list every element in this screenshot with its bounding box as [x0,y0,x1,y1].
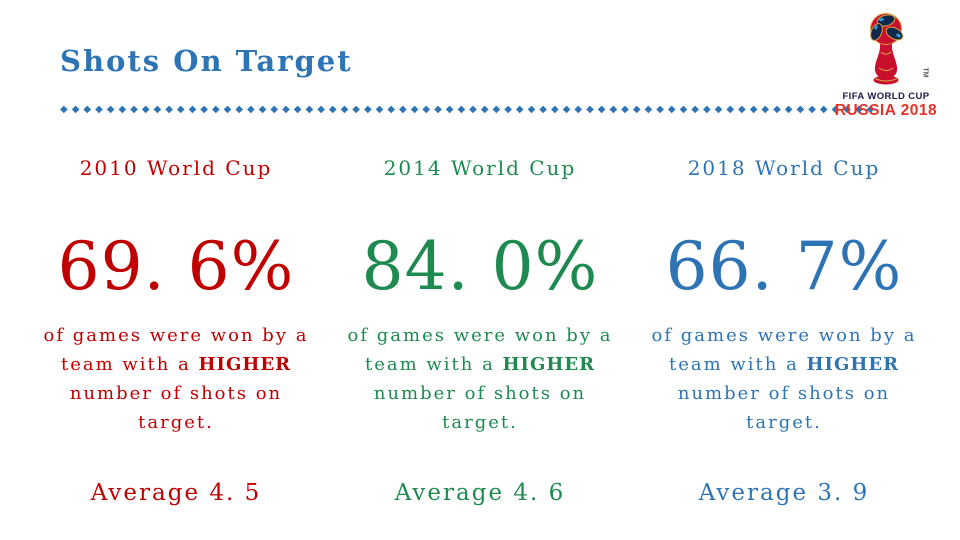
stats-columns: 2010 World Cup 69. 6% of games were won … [0,155,960,509]
percent-description: of games were won by a team with a HIGHE… [30,321,322,437]
desc-line: number of shots on [69,383,283,405]
percent-value: 69. 6% [57,227,295,305]
percent-description: of games were won by a team with a HIGHE… [638,321,930,437]
trademark-label: TM [921,67,929,78]
desc-line: of games were won by a [347,325,613,347]
highlight-word: HIGHER [806,354,900,376]
world-cup-trophy-icon: TM [855,12,928,90]
stat-column: 2018 World Cup 66. 7% of games were won … [638,155,930,509]
column-header: 2018 World Cup [687,155,881,180]
stat-column: 2014 World Cup 84. 0% of games were won … [334,155,626,509]
highlight-word: HIGHER [198,354,292,376]
page-title: Shots On Target [60,44,353,78]
dotted-divider: ◆◆◆◆◆◆◆◆◆◆◆◆◆◆◆◆◆◆◆◆◆◆◆◆◆◆◆◆◆◆◆◆◆◆◆◆◆◆◆◆… [60,103,879,115]
column-header: 2014 World Cup [383,155,577,180]
desc-line: team with a HIGHER [364,354,596,376]
desc-line: team with a HIGHER [60,354,292,376]
percent-description: of games were won by a team with a HIGHE… [334,321,626,437]
desc-line: of games were won by a [43,325,309,347]
column-header: 2010 World Cup [79,155,273,180]
fifa-world-cup-logo: TM FIFA WORLD CUP RUSSIA 2018 [826,12,946,119]
desc-line: number of shots on [373,383,587,405]
desc-line: target. [746,412,822,434]
desc-line: team with a HIGHER [668,354,900,376]
logo-brand-bottom: RUSSIA 2018 [834,102,938,119]
highlight-word: HIGHER [502,354,596,376]
average-value: Average 3. 9 [698,480,870,507]
desc-line: target. [138,412,214,434]
average-value: Average 4. 5 [90,480,262,507]
stat-column: 2010 World Cup 69. 6% of games were won … [30,155,322,509]
desc-line: number of shots on [677,383,891,405]
logo-brand-top: FIFA WORLD CUP [842,91,930,102]
desc-line: target. [442,412,518,434]
desc-line: of games were won by a [651,325,917,347]
percent-value: 66. 7% [665,227,903,305]
percent-value: 84. 0% [361,227,599,305]
average-value: Average 4. 6 [394,480,566,507]
